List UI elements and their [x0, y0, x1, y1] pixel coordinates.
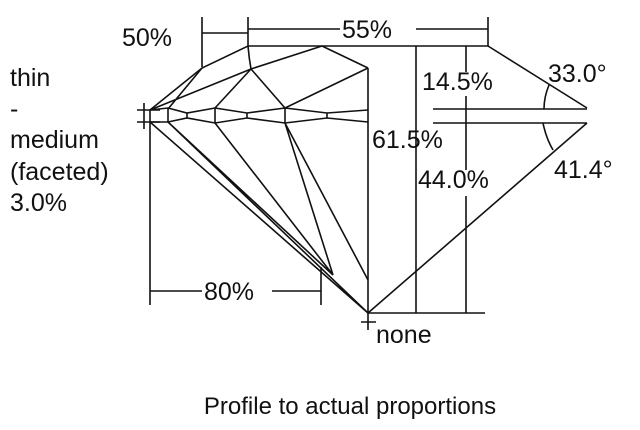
girdle-label-line: medium	[10, 126, 99, 154]
star-length-label: 50%	[122, 24, 172, 52]
table-dimension	[248, 17, 489, 46]
total-depth-label: 61.5%	[372, 126, 443, 154]
right-girdle-lines	[433, 108, 587, 124]
crown-height-label: 14.5%	[422, 68, 493, 96]
culet-label: none	[376, 321, 432, 349]
dimension-lines	[137, 17, 489, 330]
girdle-facet-ticks	[149, 108, 328, 123]
crown-facets	[149, 45, 369, 111]
lower-half-dimension	[149, 122, 322, 305]
girdle-top	[149, 107, 369, 114]
girdle-bottom	[150, 117, 369, 124]
diamond-profile	[149, 45, 588, 314]
star-dimension	[201, 17, 249, 67]
crown-angle-arc	[543, 84, 550, 110]
girdle-label-line: -	[10, 95, 18, 123]
table-label: 55%	[342, 16, 392, 44]
girdle-label-line: 3.0%	[10, 189, 67, 217]
girdle-label-line: thin	[10, 64, 50, 92]
pavilion-depth-label: 44.0%	[418, 166, 489, 194]
pavilion-angle-label: 41.4°	[554, 156, 613, 184]
depth-dimension-lines	[368, 46, 485, 314]
girdle-label-line: (faceted)	[10, 158, 109, 186]
crown-angle-label: 33.0°	[548, 60, 607, 88]
right-pavilion	[367, 122, 588, 314]
culet-marker	[361, 313, 376, 330]
caption: Profile to actual proportions	[204, 393, 496, 420]
labels: 50% 55% 14.5% 33.0° 61.5% 44.0% 41.4° 80…	[10, 16, 613, 420]
pavilion-angle-arc	[542, 122, 554, 151]
lower-half-label: 80%	[204, 278, 254, 306]
girdle-marker	[137, 103, 160, 129]
pavilion-facets	[149, 121, 369, 314]
